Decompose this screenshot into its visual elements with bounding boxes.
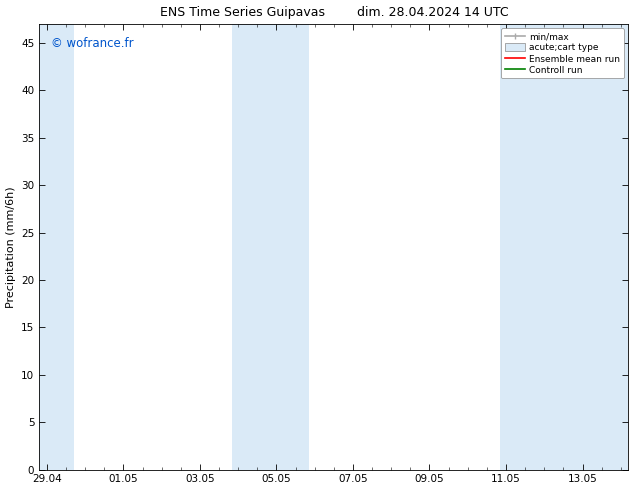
Title: ENS Time Series Guipavas        dim. 28.04.2024 14 UTC: ENS Time Series Guipavas dim. 28.04.2024… <box>160 5 508 19</box>
Y-axis label: Precipitation (mm/6h): Precipitation (mm/6h) <box>6 186 16 308</box>
Bar <box>39 24 74 469</box>
Bar <box>500 24 628 469</box>
Text: © wofrance.fr: © wofrance.fr <box>51 37 134 50</box>
Bar <box>233 24 309 469</box>
Legend: min/max, acute;cart type, Ensemble mean run, Controll run: min/max, acute;cart type, Ensemble mean … <box>501 28 624 78</box>
